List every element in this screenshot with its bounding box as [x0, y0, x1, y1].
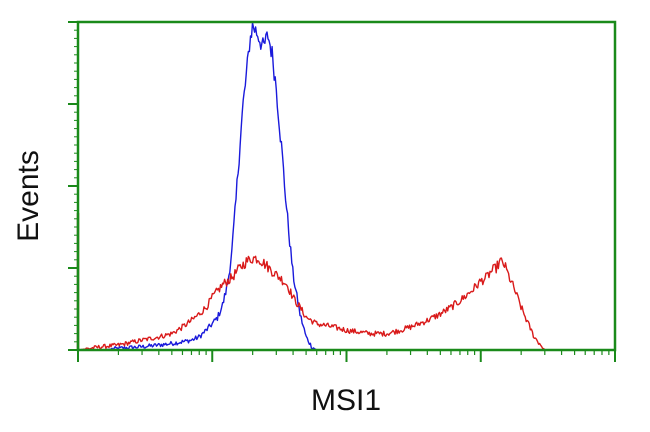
- red-histogram-line: [77, 255, 615, 351]
- y-axis-label: Events: [12, 150, 45, 242]
- x-axis-ticks: [77, 350, 616, 362]
- x-axis-label: MSI1: [311, 384, 381, 417]
- y-axis-ticks: [68, 21, 78, 351]
